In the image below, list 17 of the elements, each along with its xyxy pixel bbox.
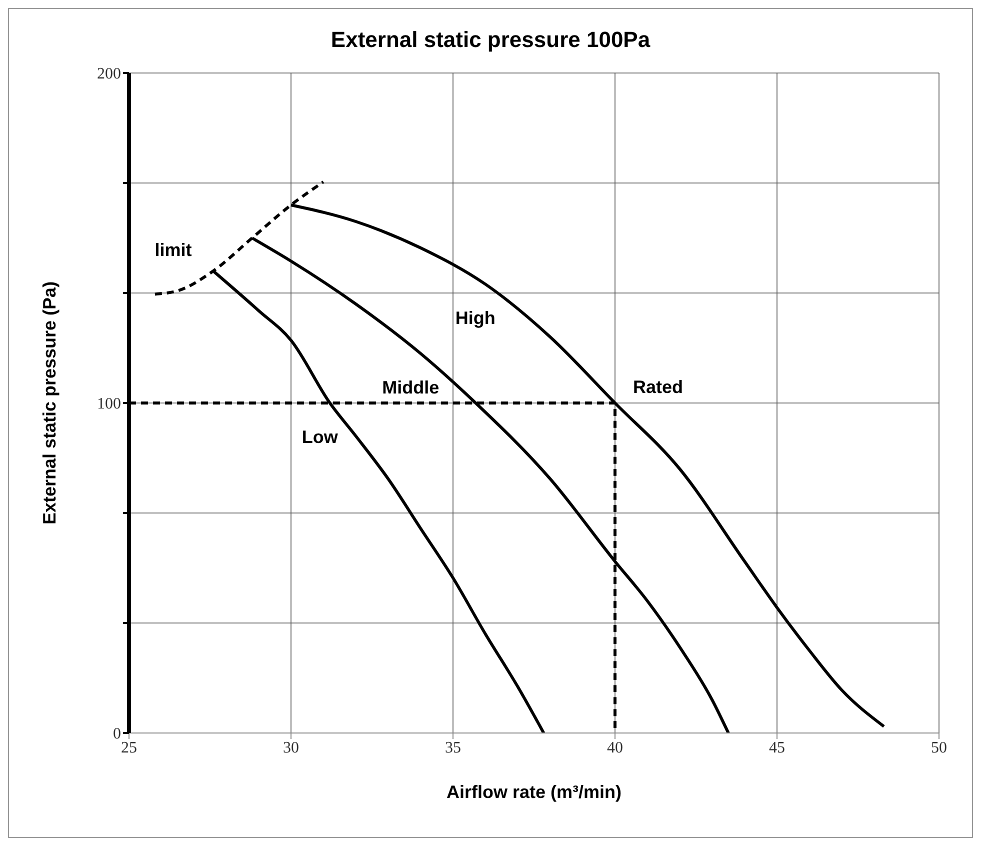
series-label: Low [302, 427, 339, 447]
series-label: High [455, 308, 496, 328]
chart-title: External static pressure 100Pa [330, 27, 652, 53]
y-axis-title: External static pressure (Pa) [39, 281, 60, 525]
y-tick-label: 200 [97, 66, 121, 83]
x-tick-label: 35 [445, 739, 461, 756]
x-tick-label: 45 [769, 739, 785, 756]
series-label: limit [154, 240, 192, 260]
x-tick-label: 40 [607, 739, 623, 756]
y-tick-label: 0 [113, 726, 121, 743]
x-tick-label: 50 [931, 739, 947, 756]
x-tick-label: 25 [121, 739, 137, 756]
y-tick-label: 100 [97, 396, 121, 413]
annotation: Rated [633, 377, 684, 397]
series-label: Middle [382, 378, 440, 398]
x-tick-label: 30 [283, 739, 299, 756]
x-axis-title: Airflow rate (m³/min) [446, 782, 622, 802]
